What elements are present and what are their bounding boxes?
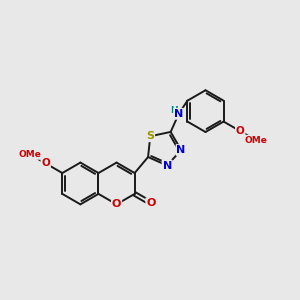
Text: OMe: OMe [19, 150, 42, 159]
Text: N: N [174, 109, 183, 119]
Text: O: O [112, 199, 121, 209]
Text: O: O [41, 158, 50, 168]
Text: O: O [236, 126, 244, 136]
Text: O: O [146, 198, 156, 208]
Text: S: S [146, 131, 154, 141]
Text: N: N [176, 145, 186, 155]
Text: H: H [170, 106, 178, 115]
Text: OMe: OMe [244, 136, 267, 145]
Text: N: N [163, 160, 172, 170]
